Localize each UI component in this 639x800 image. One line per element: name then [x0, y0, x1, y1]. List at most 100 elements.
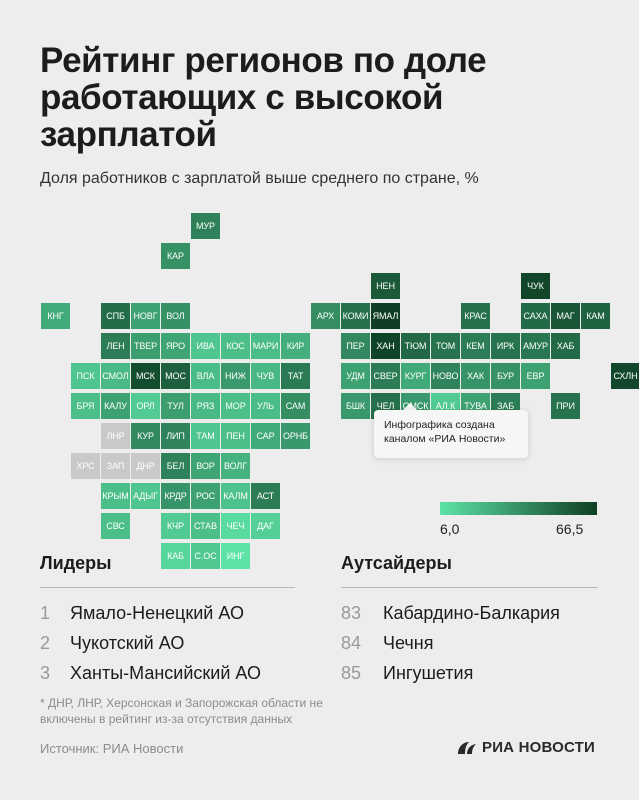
region-tile: БЕЛ — [161, 453, 190, 479]
region-tile: СТАВ — [191, 513, 220, 539]
region-tile: КИР — [281, 333, 310, 359]
region-tile: ПСК — [71, 363, 100, 389]
region-tile: МАРИ — [251, 333, 280, 359]
region-tile: С.ОС — [191, 543, 220, 569]
region-tile: ХАН — [371, 333, 400, 359]
region-tile: КАЛУ — [101, 393, 130, 419]
region-tile: СВС — [101, 513, 130, 539]
region-tile: САХА — [521, 303, 550, 329]
region-tile: ХАК — [461, 363, 490, 389]
region-tile: ПРИ — [551, 393, 580, 419]
region-tile: ТЮМ — [401, 333, 430, 359]
rank-number: 85 — [341, 663, 362, 683]
annotation-callout: Инфографика создана каналом «РИА Новости… — [374, 410, 528, 458]
region-tile: ТАМ — [191, 423, 220, 449]
region-tile: ИВА — [191, 333, 220, 359]
region-tile: ЕВР — [521, 363, 550, 389]
region-tile: САМ — [281, 393, 310, 419]
region-tile: КОС — [221, 333, 250, 359]
region-tile: ДАГ — [251, 513, 280, 539]
region-tile: ДНР — [131, 453, 160, 479]
region-tile: КАЛМ — [221, 483, 250, 509]
legend-max-label: 66,5 — [556, 521, 584, 537]
region-tile: РОС — [191, 483, 220, 509]
footnote: * ДНР, ЛНР, Херсонская и Запорожская обл… — [40, 696, 323, 726]
region-tile: ВОР — [191, 453, 220, 479]
outsiders-heading: Аутсайдеры — [341, 553, 452, 573]
region-tile: ЛЕН — [101, 333, 130, 359]
region-tile: ЧУК — [521, 273, 550, 299]
brand-name: РИА НОВОСТИ — [482, 739, 596, 756]
ria-logo[interactable]: РИА НОВОСТИ — [457, 739, 595, 756]
region-tile: ЯМАЛ — [371, 303, 400, 329]
rank-number: 2 — [40, 633, 51, 653]
region-tile: ЧУВ — [251, 363, 280, 389]
region-tile: БУР — [491, 363, 520, 389]
region-tile: МОС — [161, 363, 190, 389]
region-tile: ОРЛ — [131, 393, 160, 419]
region-tile-map: МУР КАР НЕН ЧУК КНГ СПБ НОВГ ВОЛ АРХ КОМИ ЯМАЛ КРАС… — [41, 213, 639, 569]
region-tile: КЧР — [161, 513, 190, 539]
region-name: Ямало-Ненецкий АО — [70, 603, 244, 623]
outsiders-divider — [341, 587, 598, 588]
region-tile: САР — [251, 423, 280, 449]
rank-number: 83 — [341, 603, 362, 623]
region-tile: КРЫМ — [101, 483, 130, 509]
annotation-pointer — [403, 403, 417, 410]
region-tile: СХЛН — [611, 363, 639, 389]
region-tile: КУРГ — [401, 363, 430, 389]
region-tile: АДЫГ — [131, 483, 160, 509]
region-tile: СПБ — [101, 303, 130, 329]
legend-gradient-bar — [440, 502, 597, 515]
region-tile: ВОЛ — [161, 303, 190, 329]
region-tile: МСК — [131, 363, 160, 389]
region-tile: АМУР — [521, 333, 550, 359]
region-name: Ханты-Мансийский АО — [70, 663, 261, 683]
region-tile: УЛЬ — [251, 393, 280, 419]
region-tile: АСТ — [251, 483, 280, 509]
region-tile: НИЖ — [221, 363, 250, 389]
region-tile: КОМИ — [341, 303, 370, 329]
region-tile: КАБ — [161, 543, 190, 569]
region-tile: ТОМ — [431, 333, 460, 359]
region-tile: ХРС — [71, 453, 100, 479]
region-tile: ВЛА — [191, 363, 220, 389]
rank-number: 3 — [40, 663, 51, 683]
region-tile: ЧЕЧ — [221, 513, 250, 539]
region-tile: МАГ — [551, 303, 580, 329]
region-name: Чукотский АО — [70, 633, 185, 653]
region-tile: КРАС — [461, 303, 490, 329]
leaders-divider — [40, 587, 295, 588]
rank-number: 84 — [341, 633, 362, 653]
region-tile: СМОЛ — [101, 363, 130, 389]
region-tile: ТВЕР — [131, 333, 160, 359]
region-tile: ИРК — [491, 333, 520, 359]
region-name: Кабардино-Балкария — [383, 603, 560, 623]
region-tile: ТАТ — [281, 363, 310, 389]
region-tile: ВОЛГ — [221, 453, 250, 479]
region-tile: МУР — [191, 213, 220, 239]
region-tile: ЛИП — [161, 423, 190, 449]
region-tile: ХАБ — [551, 333, 580, 359]
page-subtitle: Доля работников с зарплатой выше среднег… — [40, 170, 479, 187]
region-tile: КЕМ — [461, 333, 490, 359]
leaders-heading: Лидеры — [40, 553, 112, 573]
region-tile: СВЕР — [371, 363, 400, 389]
region-tile: ИНГ — [221, 543, 250, 569]
region-tile: ЯРО — [161, 333, 190, 359]
legend-min-label: 6,0 — [440, 521, 460, 537]
region-tile: НОВГ — [131, 303, 160, 329]
region-tile: КУР — [131, 423, 160, 449]
region-tile: ЛНР — [101, 423, 130, 449]
region-tile: НЕН — [371, 273, 400, 299]
region-tile: ПЕН — [221, 423, 250, 449]
region-tile: ПЕР — [341, 333, 370, 359]
region-tile: ЗАП — [101, 453, 130, 479]
region-tile: БШК — [341, 393, 370, 419]
region-name: Ингушетия — [383, 663, 474, 683]
region-tile: АРХ — [311, 303, 340, 329]
region-tile: НОВО — [431, 363, 460, 389]
region-name: Чечня — [383, 633, 434, 653]
region-tile: МОР — [221, 393, 250, 419]
region-tile: РЯЗ — [191, 393, 220, 419]
